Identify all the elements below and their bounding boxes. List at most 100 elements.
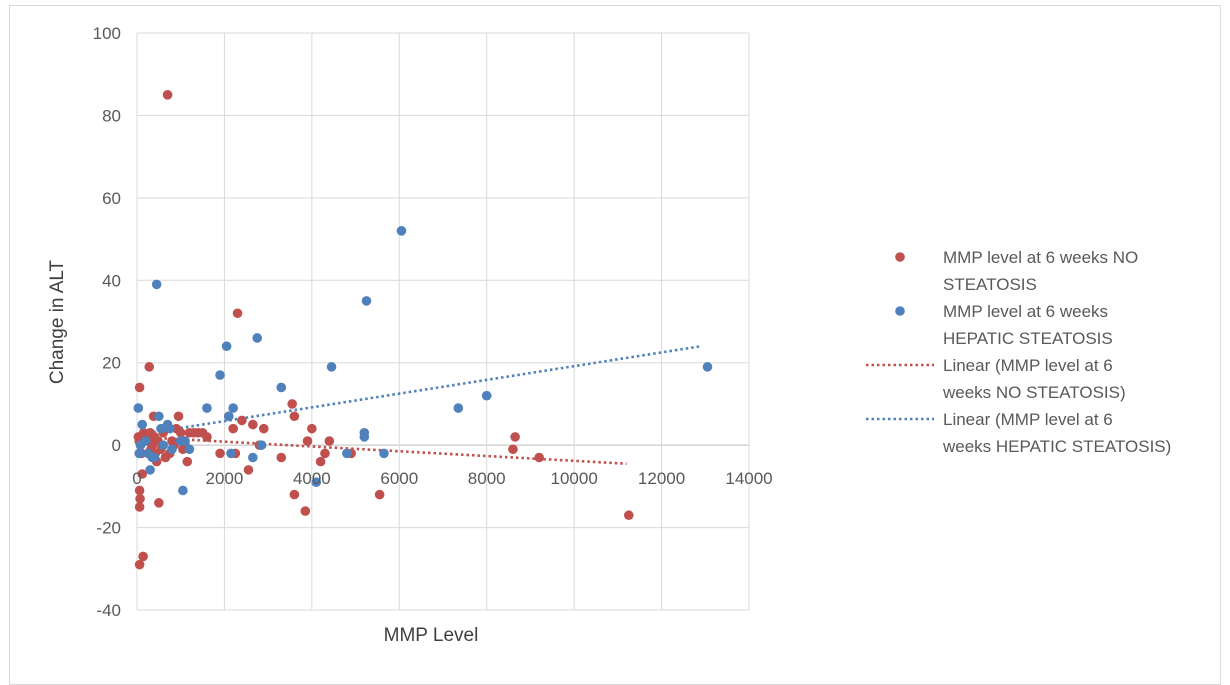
data-point [167,444,177,455]
data-point [151,279,162,290]
data-point [149,452,160,463]
data-point [173,411,184,422]
y-tick-label: -20 [96,519,121,538]
y-axis-title: Change in ALT [47,259,68,384]
data-point [289,489,300,500]
data-point [140,436,151,446]
data-point [154,498,164,508]
data-point [137,469,148,479]
data-point [182,456,193,467]
data-point [320,448,330,459]
data-point [135,493,145,504]
data-point [311,477,322,488]
data-point [324,436,335,446]
x-tick-label: 0 [132,469,141,488]
data-point [287,399,297,409]
data-point [623,510,634,521]
data-point [175,427,186,438]
data-point [154,411,164,422]
data-point [276,382,287,393]
data-point [396,226,407,236]
y-axis-ticks: -40 -20 0 20 40 60 80 100 [93,24,121,620]
data-point [374,489,385,500]
data-point [164,423,175,434]
data-point [134,485,145,496]
x-tick-label: 6000 [380,469,418,488]
data-point [162,90,173,100]
data-point [228,403,238,413]
data-point [315,456,326,467]
data-point [302,436,313,446]
data-point [243,465,254,475]
data-point [481,390,492,401]
data-point [256,440,267,450]
legend-label: STEATOSIS [943,275,1037,294]
data-point [178,485,188,496]
trendlines [136,344,702,465]
data-point [326,362,337,372]
gridlines [136,32,750,611]
data-points [133,90,713,570]
data-point [144,362,155,372]
data-point [228,423,238,434]
data-point [138,551,148,562]
data-point [248,452,258,463]
trendline [136,344,702,437]
data-point [276,452,287,463]
data-point [307,423,317,434]
data-point [137,419,148,430]
data-point [224,411,234,422]
data-point [133,403,144,413]
legend-label: HEPATIC STEATOSIS [943,329,1113,348]
x-tick-label: 4000 [293,469,331,488]
data-point [184,444,195,455]
legend-label: MMP level at 6 weeks [943,302,1108,321]
data-point [221,341,232,352]
legend: MMP level at 6 weeks NO STEATOSIS MMP leve… [866,248,1171,456]
data-point [361,296,372,306]
legend-label: MMP level at 6 weeks NO [943,248,1138,267]
data-point [202,403,212,413]
data-point [248,419,258,430]
data-point [134,382,145,393]
data-point [215,370,225,380]
data-point [702,362,713,372]
x-tick-label: 8000 [468,469,506,488]
y-tick-label: 20 [102,354,121,373]
legend-label: weeks HEPATIC STEATOSIS) [942,437,1171,456]
y-tick-label: 40 [102,271,121,290]
x-tick-label: 14000 [725,469,772,488]
trendline [136,435,627,465]
data-point [534,452,544,463]
x-tick-label: 10000 [551,469,598,488]
y-tick-label: 0 [112,436,121,455]
data-point [158,440,169,450]
data-point [215,448,225,459]
y-tick-label: 100 [93,24,121,43]
x-axis-title: MMP Level [384,625,479,646]
data-point [252,333,263,343]
x-tick-label: 12000 [638,469,685,488]
data-point [232,308,243,319]
x-axis-ticks: 0 2000 4000 6000 8000 10000 12000 14000 [132,469,772,488]
data-point [134,502,145,512]
data-point [258,423,269,434]
y-tick-label: 60 [102,189,121,208]
data-point [300,506,311,516]
data-point [202,432,212,442]
data-point [508,444,518,455]
data-point [134,559,145,570]
x-tick-label: 2000 [206,469,244,488]
y-tick-label: 80 [102,106,121,125]
legend-label: weeks NO STEATOSIS) [942,383,1126,402]
data-point [379,448,389,459]
data-point [226,448,236,459]
data-point [510,432,520,442]
data-point [145,465,155,475]
data-point [359,432,370,442]
legend-label: Linear (MMP level at 6 [943,410,1113,429]
data-point [289,411,300,422]
data-point [134,448,144,459]
legend-marker [895,252,905,262]
